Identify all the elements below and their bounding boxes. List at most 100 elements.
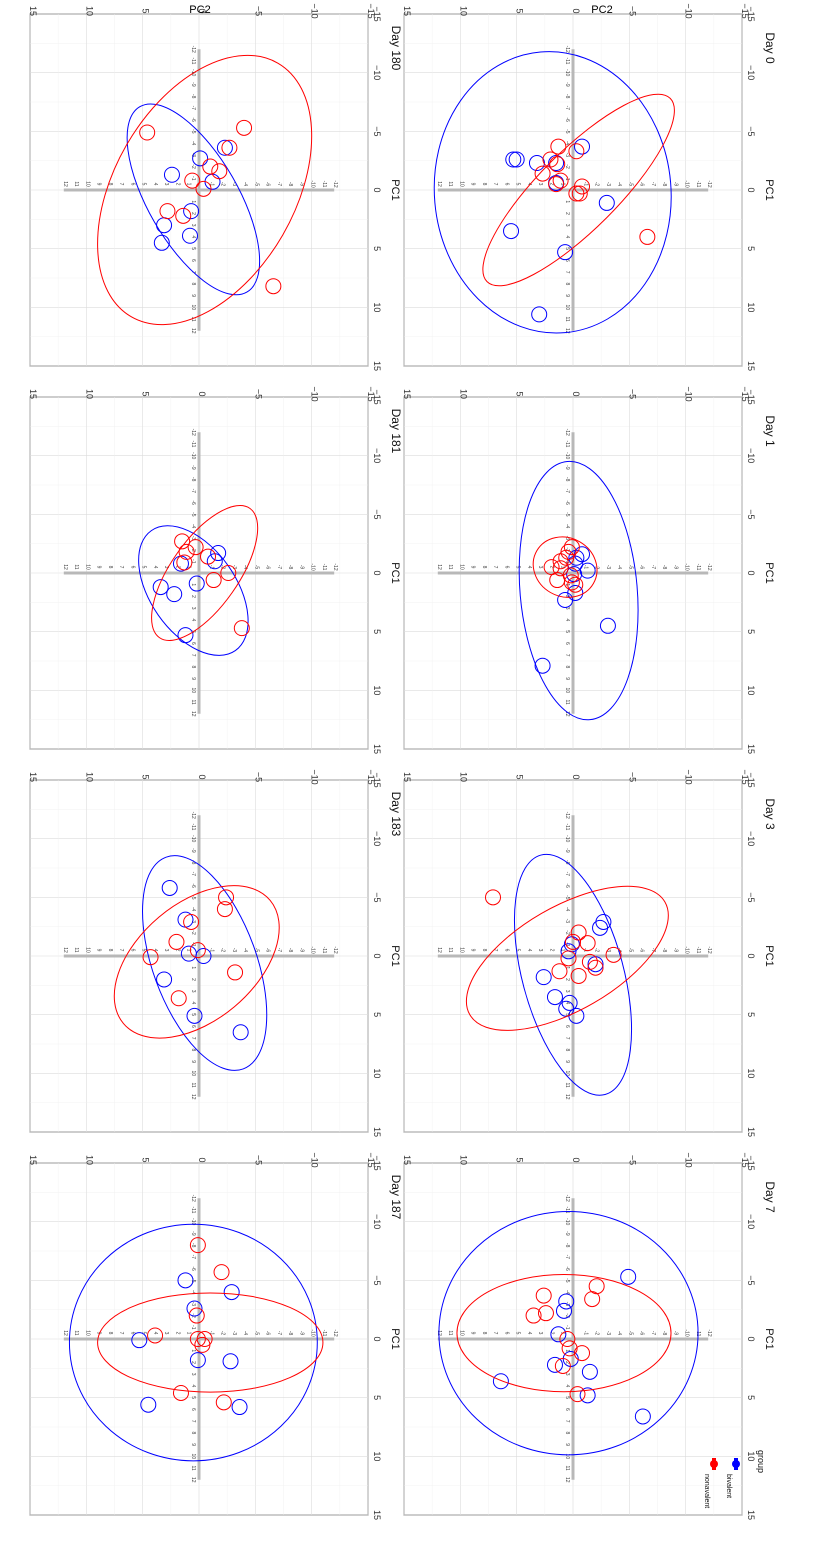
center-axis-tick-label: 10 [190,305,196,311]
center-axis-tick-label: 6 [190,259,196,262]
center-axis-tick-label: 8 [564,1431,570,1434]
pc1-tick-label: −10 [372,448,382,463]
center-axis-tick-label: 11 [564,1082,570,1087]
data-point-bivalent [557,244,574,261]
center-axis-tick-label: 12 [436,181,442,187]
center-axis-tick-label: 6 [564,642,570,645]
data-point-bivalent [548,155,565,172]
center-axis-tick-label: -6 [190,500,196,505]
center-axis-tick-label: 7 [492,566,498,569]
center-axis-tick-label: 8 [107,949,113,952]
pc2-tick-label: 0 [571,391,581,396]
pc2-tick-label: 0 [197,8,207,13]
pc1-tick-label: 5 [372,1012,382,1017]
center-axis-tick-label: 6 [129,949,135,952]
center-axis-tick-label: -7 [276,182,282,187]
center-axis-tick-label: -10 [190,452,196,459]
center-axis-tick-label: 9 [96,183,102,186]
data-point-bivalent [177,1272,194,1289]
center-axis-tick-label: 6 [564,259,570,262]
center-axis-tick-label: -1 [208,948,214,953]
center-axis-tick-label: -1 [190,1325,196,1330]
facet-panel: -12-12-11-11-10-10-9-9-8-8-7-7-6-6-5-5-4… [402,386,777,754]
data-point-bivalent [508,151,525,168]
pc1-tick-label: 5 [372,1395,382,1400]
center-axis-tick-label: -5 [627,948,633,953]
center-axis-tick-label: -2 [564,1313,570,1318]
center-axis-tick-label: 6 [190,642,196,645]
center-axis-tick-label: 10 [84,1330,90,1336]
pc2-tick-label: 10 [458,6,468,16]
pc2-tick-label: −10 [684,3,694,18]
data-point-bivalent [156,971,173,988]
data-point-nonavalent [220,565,237,581]
pc1-tick-label: 10 [746,685,756,695]
center-axis-tick-label: 10 [564,1071,570,1077]
data-point-nonavalent [605,946,622,963]
center-axis-tick-label: 3 [190,990,196,993]
pc1-tick-label: 15 [746,1510,756,1520]
pc1-tick-label: −10 [746,448,756,463]
center-axis-tick-label: -5 [564,512,570,517]
center-axis-tick-label: 6 [503,1332,509,1335]
center-axis-tick-label: -1 [564,1325,570,1330]
pc1-tick-label: 0 [372,953,382,958]
center-axis-tick-label: 12 [436,947,442,953]
data-point-nonavalent [142,949,159,966]
center-axis-tick-label: 3 [537,949,543,952]
center-axis-tick-label: 1 [190,966,196,969]
pc2-tick-label: −5 [253,389,263,399]
center-axis-tick-label: 1 [564,583,570,586]
center-axis-tick-label: 9 [190,294,196,297]
pc2-tick-label: 15 [402,772,412,782]
pc1-tick-label: −15 [372,6,382,21]
center-axis-tick-label: 8 [107,1332,113,1335]
center-axis-tick-label: -5 [253,565,259,570]
facet-panel: -12-12-11-11-10-10-9-9-8-8-7-7-6-6-5-5-4… [28,3,403,371]
center-axis-tick-label: 5 [564,247,570,250]
data-point-nonavalent [563,574,580,591]
center-axis-tick-label: -12 [564,46,570,53]
center-axis-tick-label: -9 [298,565,304,570]
center-axis-tick-label: -5 [627,182,633,187]
center-axis-tick-label: 1 [560,183,566,186]
center-axis-tick-label: -11 [564,824,570,831]
pc2-tick-label: 10 [458,772,468,782]
data-point-bivalent [216,139,233,156]
pc1-tick-label: −10 [746,65,756,80]
facet-title: Day 187 [389,1175,403,1220]
center-axis-tick-label: 10 [84,564,90,570]
center-axis-tick-label: -2 [190,164,196,169]
center-axis-tick-label: -8 [287,1331,293,1336]
center-axis-tick-label: 6 [129,1332,135,1335]
legend: group bivalent nonavalent [703,1450,766,1508]
facet-title: Day 7 [763,1181,777,1213]
center-axis-tick-label: 6 [503,183,509,186]
x-axis-title: PC1 [389,179,401,200]
center-axis-tick-label: 2 [174,949,180,952]
center-axis-tick-label: -9 [672,182,678,187]
data-point-bivalent [161,879,178,896]
center-axis-tick-label: 10 [190,1454,196,1460]
center-axis-tick-label: -7 [190,1255,196,1260]
center-axis-tick-label: -1 [208,1331,214,1336]
center-axis-tick-label: 9 [564,294,570,297]
data-point-bivalent [555,1302,572,1319]
center-axis-tick-label: -10 [190,835,196,842]
center-axis-tick-label: -7 [564,872,570,877]
center-axis-tick-label: -4 [616,565,622,570]
data-point-nonavalent [550,138,567,155]
center-axis-tick-label: 8 [481,183,487,186]
pc2-tick-label: −10 [684,1152,694,1167]
data-point-nonavalent [581,953,598,970]
center-axis-tick-label: -6 [190,1266,196,1271]
pc1-tick-label: 15 [372,1510,382,1520]
center-axis-tick-label: 11 [190,699,196,704]
pc2-tick-label: 10 [84,6,94,16]
center-axis-tick-label: 3 [537,183,543,186]
facet-panel: -12-12-11-11-10-10-9-9-8-8-7-7-6-6-5-5-4… [28,1152,403,1520]
center-axis-tick-label: 3 [564,1373,570,1376]
center-axis-tick-label: 10 [564,1454,570,1460]
center-axis-tick-label: 5 [515,949,521,952]
center-axis-tick-label: 7 [564,654,570,657]
